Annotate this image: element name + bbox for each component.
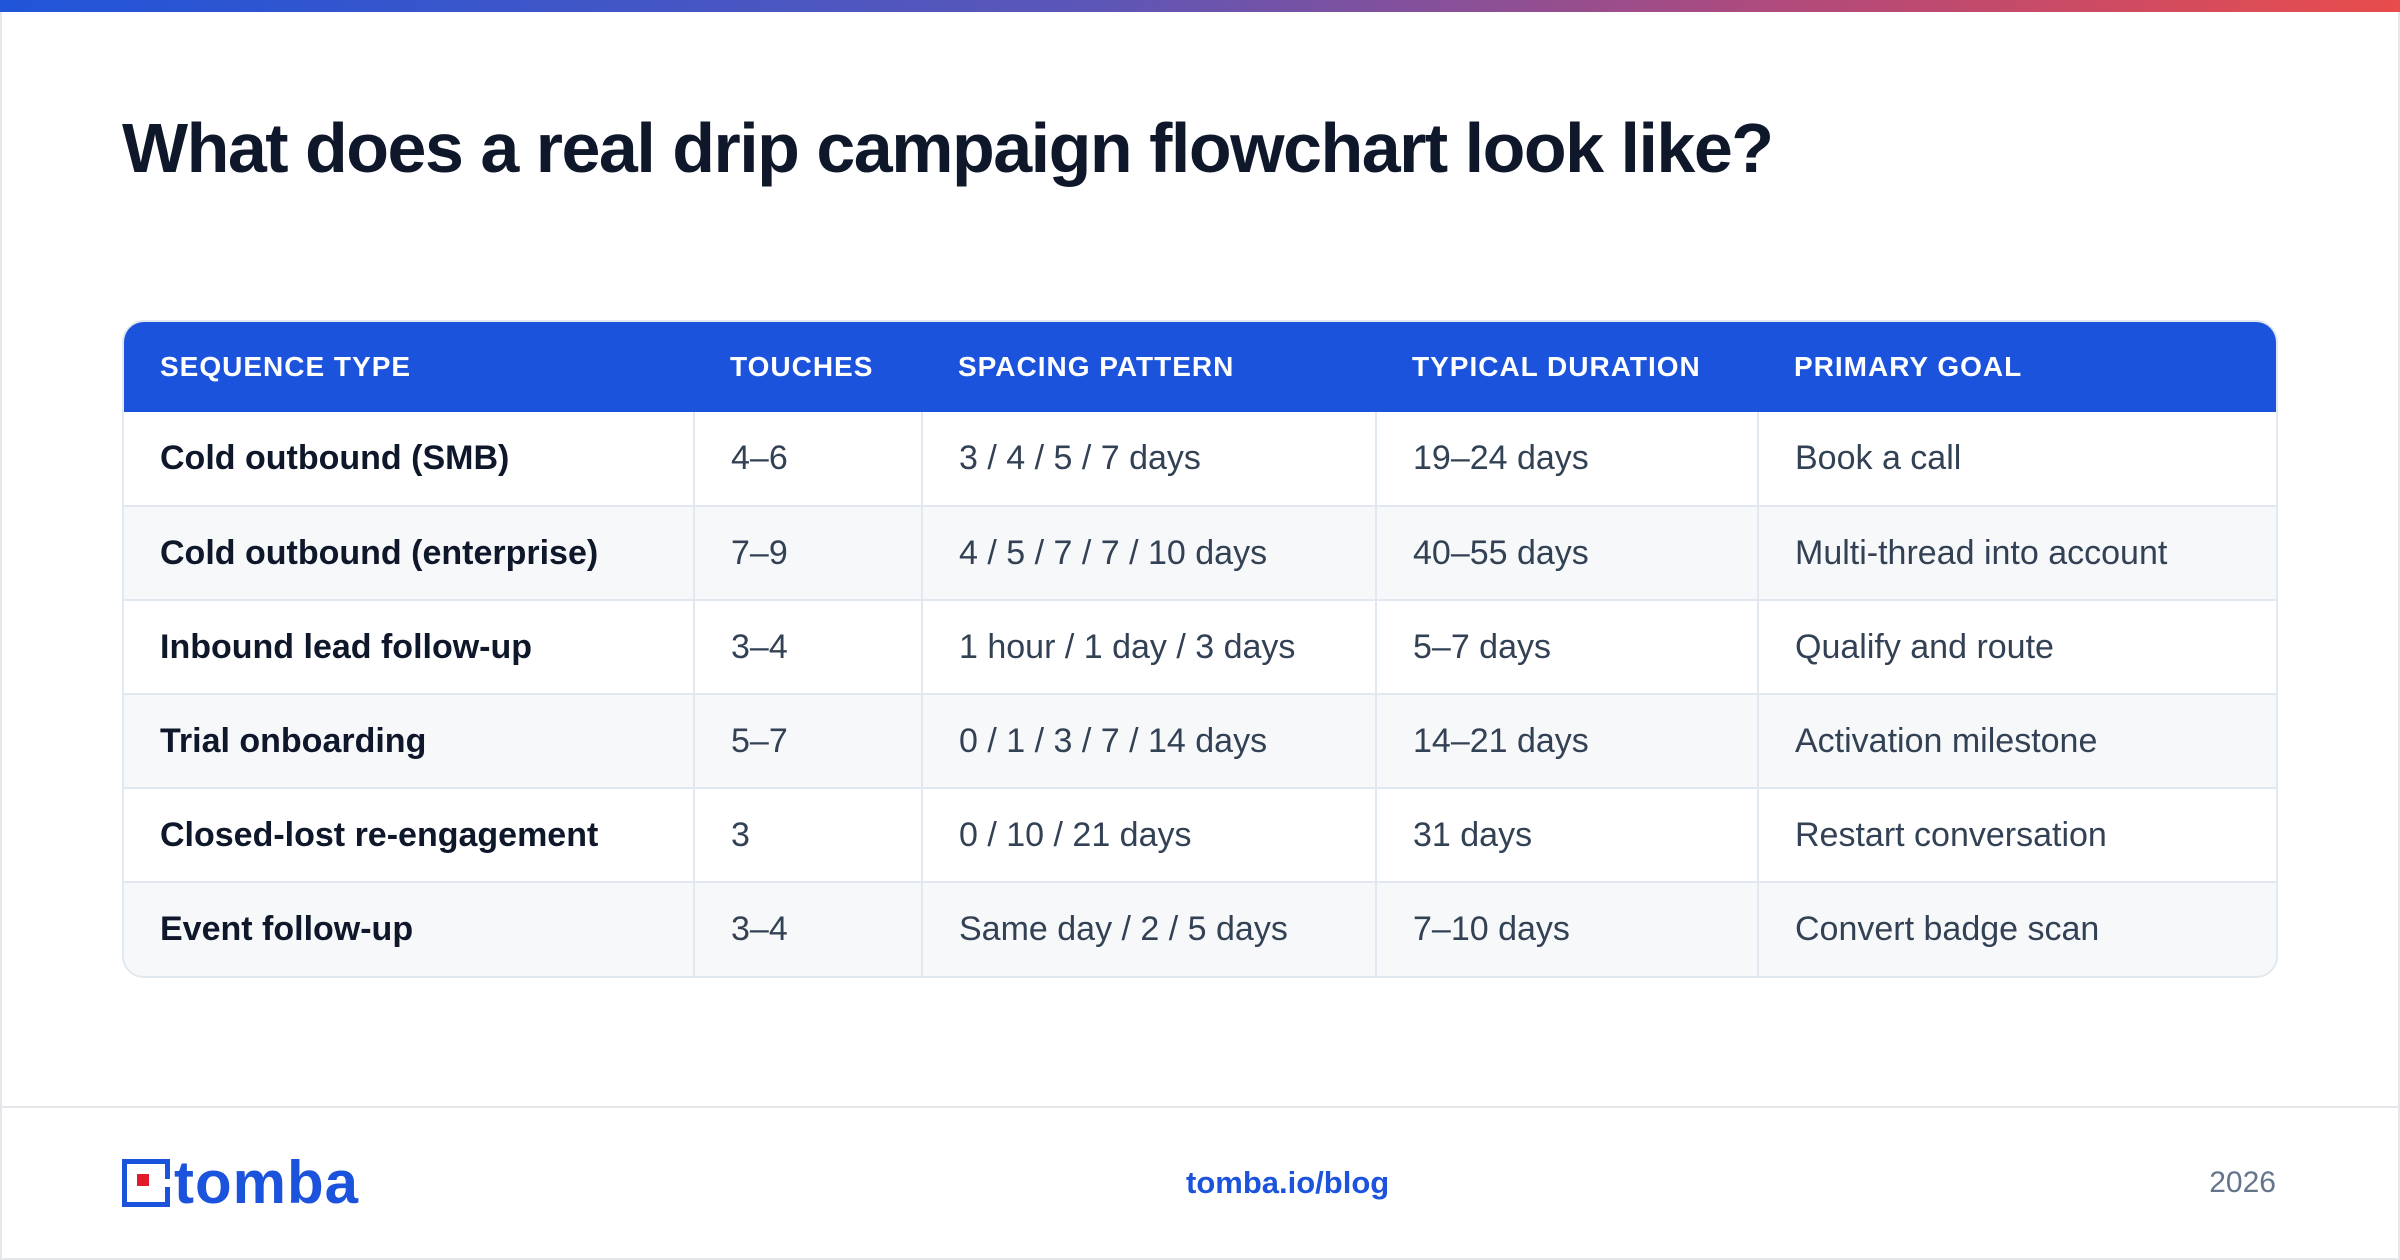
cell-spacing-pattern: 3 / 4 / 5 / 7 days xyxy=(921,412,1376,506)
cell-primary-goal: Activation milestone xyxy=(1757,693,2276,788)
cell-typical-duration: 31 days xyxy=(1375,787,1758,882)
sequence-table: SEQUENCE TYPE TOUCHES SPACING PATTERN TY… xyxy=(124,322,2276,976)
cell-sequence-type: Inbound lead follow-up xyxy=(124,599,694,694)
cell-spacing-pattern: 4 / 5 / 7 / 7 / 10 days xyxy=(921,505,1376,600)
cell-typical-duration: 7–10 days xyxy=(1375,881,1758,976)
table-row: Cold outbound (SMB) 4–6 3 / 4 / 5 / 7 da… xyxy=(124,412,2276,506)
cell-primary-goal: Convert badge scan xyxy=(1757,881,2276,976)
cell-typical-duration: 40–55 days xyxy=(1375,505,1758,600)
header-sequence-type: SEQUENCE TYPE xyxy=(160,351,412,382)
cell-spacing-pattern: 0 / 10 / 21 days xyxy=(921,787,1376,882)
table-row: Trial onboarding 5–7 0 / 1 / 3 / 7 / 14 … xyxy=(124,693,2276,788)
header-spacing-pattern: SPACING PATTERN xyxy=(958,351,1235,382)
footer-year: 2026 xyxy=(2209,1166,2276,1199)
table-row: Cold outbound (enterprise) 7–9 4 / 5 / 7… xyxy=(124,505,2276,600)
footer-divider xyxy=(0,1106,2400,1108)
cell-spacing-pattern: Same day / 2 / 5 days xyxy=(921,881,1376,976)
logo-wordmark: tomba xyxy=(174,1149,359,1216)
cell-touches: 3–4 xyxy=(693,881,922,976)
cell-primary-goal: Qualify and route xyxy=(1757,599,2276,694)
cell-touches: 4–6 xyxy=(693,412,922,506)
cell-touches: 3–4 xyxy=(693,599,922,694)
header-primary-goal: PRIMARY GOAL xyxy=(1794,351,2023,382)
cell-typical-duration: 19–24 days xyxy=(1375,412,1758,506)
cell-touches: 7–9 xyxy=(693,505,922,600)
cell-touches: 3 xyxy=(693,787,922,882)
cell-spacing-pattern: 0 / 1 / 3 / 7 / 14 days xyxy=(921,693,1376,788)
cell-typical-duration: 5–7 days xyxy=(1375,599,1758,694)
cell-typical-duration: 14–21 days xyxy=(1375,693,1758,788)
table-row: Closed-lost re-engagement 3 0 / 10 / 21 … xyxy=(124,787,2276,882)
table-row: Inbound lead follow-up 3–4 1 hour / 1 da… xyxy=(124,599,2276,694)
tomba-logo[interactable]: tomba xyxy=(122,1149,359,1216)
tomba-logo-icon xyxy=(122,1159,170,1207)
cell-sequence-type: Cold outbound (SMB) xyxy=(160,439,510,477)
table-row: Event follow-up 3–4 Same day / 2 / 5 day… xyxy=(124,881,2276,976)
top-gradient-bar xyxy=(0,0,2400,12)
cell-touches: 5–7 xyxy=(693,693,922,788)
cell-sequence-type: Event follow-up xyxy=(124,881,694,976)
header-touches: TOUCHES xyxy=(730,351,874,382)
page-title: What does a real drip campaign flowchart… xyxy=(122,109,1774,187)
cell-sequence-type: Cold outbound (enterprise) xyxy=(124,505,694,600)
cell-primary-goal: Multi-thread into account xyxy=(1757,505,2276,600)
cell-primary-goal: Book a call xyxy=(1757,412,2276,506)
cell-spacing-pattern: 1 hour / 1 day / 3 days xyxy=(921,599,1376,694)
blog-link[interactable]: tomba.io/blog xyxy=(1186,1165,1390,1200)
header-typical-duration: TYPICAL DURATION xyxy=(1412,351,1701,382)
cell-sequence-type: Trial onboarding xyxy=(124,693,694,788)
table-header-row: SEQUENCE TYPE TOUCHES SPACING PATTERN TY… xyxy=(124,322,2276,412)
cell-primary-goal: Restart conversation xyxy=(1757,787,2276,882)
sequence-table-container: SEQUENCE TYPE TOUCHES SPACING PATTERN TY… xyxy=(122,320,2278,978)
cell-sequence-type: Closed-lost re-engagement xyxy=(124,787,694,882)
